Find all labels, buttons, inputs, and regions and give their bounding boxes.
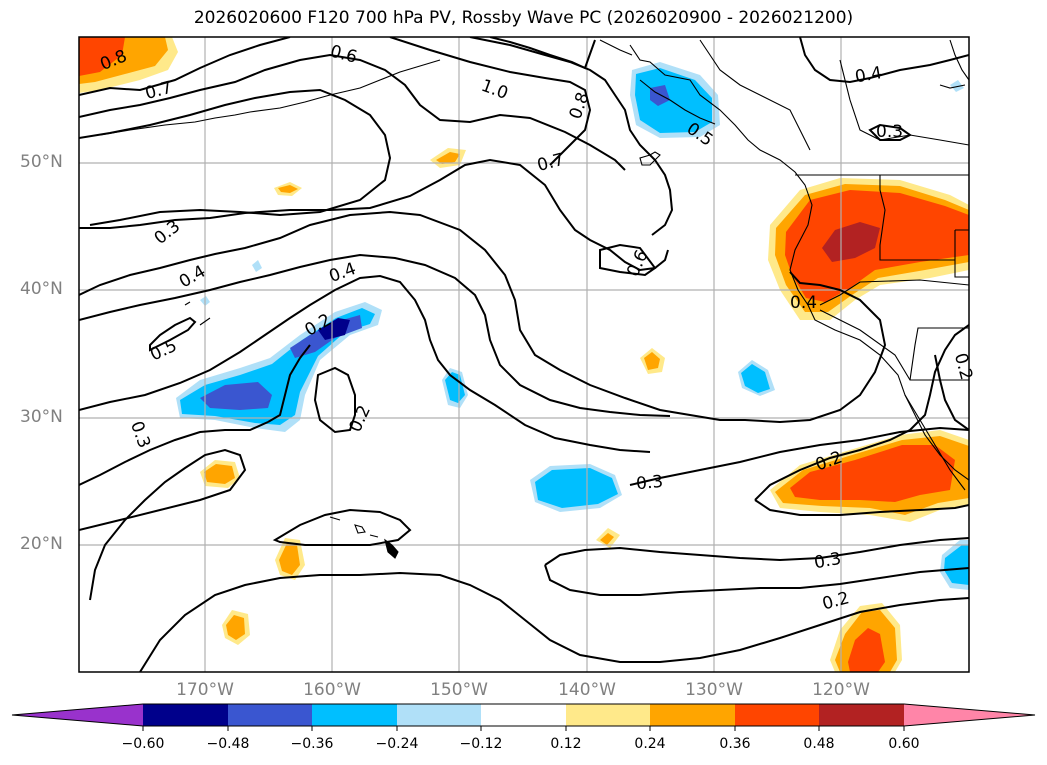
anomaly-positive [600,533,614,545]
contour-label: 0.4 [326,259,358,287]
coastlines-borders [99,39,969,559]
anomaly-positive [644,352,660,370]
anomaly-negative [318,318,350,340]
anomaly-negative [445,372,465,403]
colorbar-segment [397,704,481,726]
contour-label: 0.3 [813,549,843,573]
contour-label: 0.3 [876,122,903,142]
gridlines [79,37,969,672]
map-title: 2026020600 F120 700 hPa PV, Rossby Wave … [193,8,854,28]
anomaly-positive [785,190,969,302]
colorbar-tick-label: 0.24 [634,736,666,752]
colorbar [11,703,1036,731]
lon-label-150w: 150°W [430,680,488,700]
anomaly-positive [848,628,885,672]
anomaly-positive [790,445,955,502]
lat-label-20n: 20°N [20,534,63,554]
colorbar-extend-low [12,704,143,726]
contour-label: 0.7 [143,78,174,104]
contour-label: 0.4 [853,63,883,87]
contour-label: 0.8 [566,90,594,122]
map-frame [78,36,970,673]
lat-label-50n: 50°N [20,152,63,172]
anomaly-positive [204,464,235,484]
lon-label-120w: 120°W [812,680,870,700]
colorbar-segment [143,704,228,726]
colorbar-segment [650,704,735,726]
shaded-pv-anomalies [79,37,969,672]
anomaly-negative [741,364,770,393]
lon-label-160w: 160°W [303,680,361,700]
anomaly-negative [650,85,670,106]
anomaly-negative [535,468,618,508]
colorbar-tick-label: −0.48 [206,736,250,752]
colorbar-segment [735,704,819,726]
lon-label-130w: 130°W [685,680,743,700]
colorbar-tick-label: 0.36 [719,736,751,752]
contour-label: 0.6 [328,41,359,67]
lon-label-140w: 140°W [558,680,616,700]
lat-label-40n: 40°N [20,279,63,299]
colorbar-segment [819,704,904,726]
colorbar-segment [228,704,312,726]
colorbar-tick-label: 0.12 [550,736,582,752]
contour-label: 0.2 [950,351,976,382]
anomaly-negative [200,382,272,410]
contour-label: 0.7 [535,150,566,176]
contour-label: 0.6 [623,247,653,280]
colorbar-extend-high [904,704,1035,726]
anomaly-negative [950,80,964,92]
colorbar-segment [481,704,566,726]
contour-label: 0.3 [635,472,664,494]
contour-label: 0.5 [147,336,180,366]
colorbar-segment [312,704,397,726]
anomaly-positive [79,37,125,76]
contour-label: 0.4 [790,293,817,313]
contour-label: 1.0 [478,76,510,104]
lon-label-170w: 170°W [176,680,234,700]
colorbar-tick-label: 0.60 [888,736,920,752]
pv-contours [79,37,969,672]
contour-label: 0.2 [820,588,851,614]
lat-label-30n: 30°N [20,407,63,427]
contour-label: 0.3 [126,419,154,451]
colorbar-tick-label: 0.48 [803,736,835,752]
contour-label: 0.3 [151,216,185,248]
contour-labels: 0.8 0.7 0.6 1.0 0.8 0.4 0.3 0.7 0.5 0.3 … [97,41,976,614]
anomaly-negative [944,545,969,585]
anomaly-positive [822,222,880,262]
anomaly-positive [278,185,298,193]
anomaly-positive [226,615,245,640]
colorbar-tick-label: −0.36 [290,736,334,752]
colorbar-tick-label: −0.12 [459,736,503,752]
anomaly-positive [436,152,460,164]
colorbar-tick-label: −0.60 [121,736,165,752]
contour-label: 0.4 [176,262,209,293]
colorbar-segment [566,704,650,726]
anomaly-positive [279,543,300,575]
anomaly-negative [252,260,262,272]
colorbar-tick-label: −0.24 [375,736,419,752]
